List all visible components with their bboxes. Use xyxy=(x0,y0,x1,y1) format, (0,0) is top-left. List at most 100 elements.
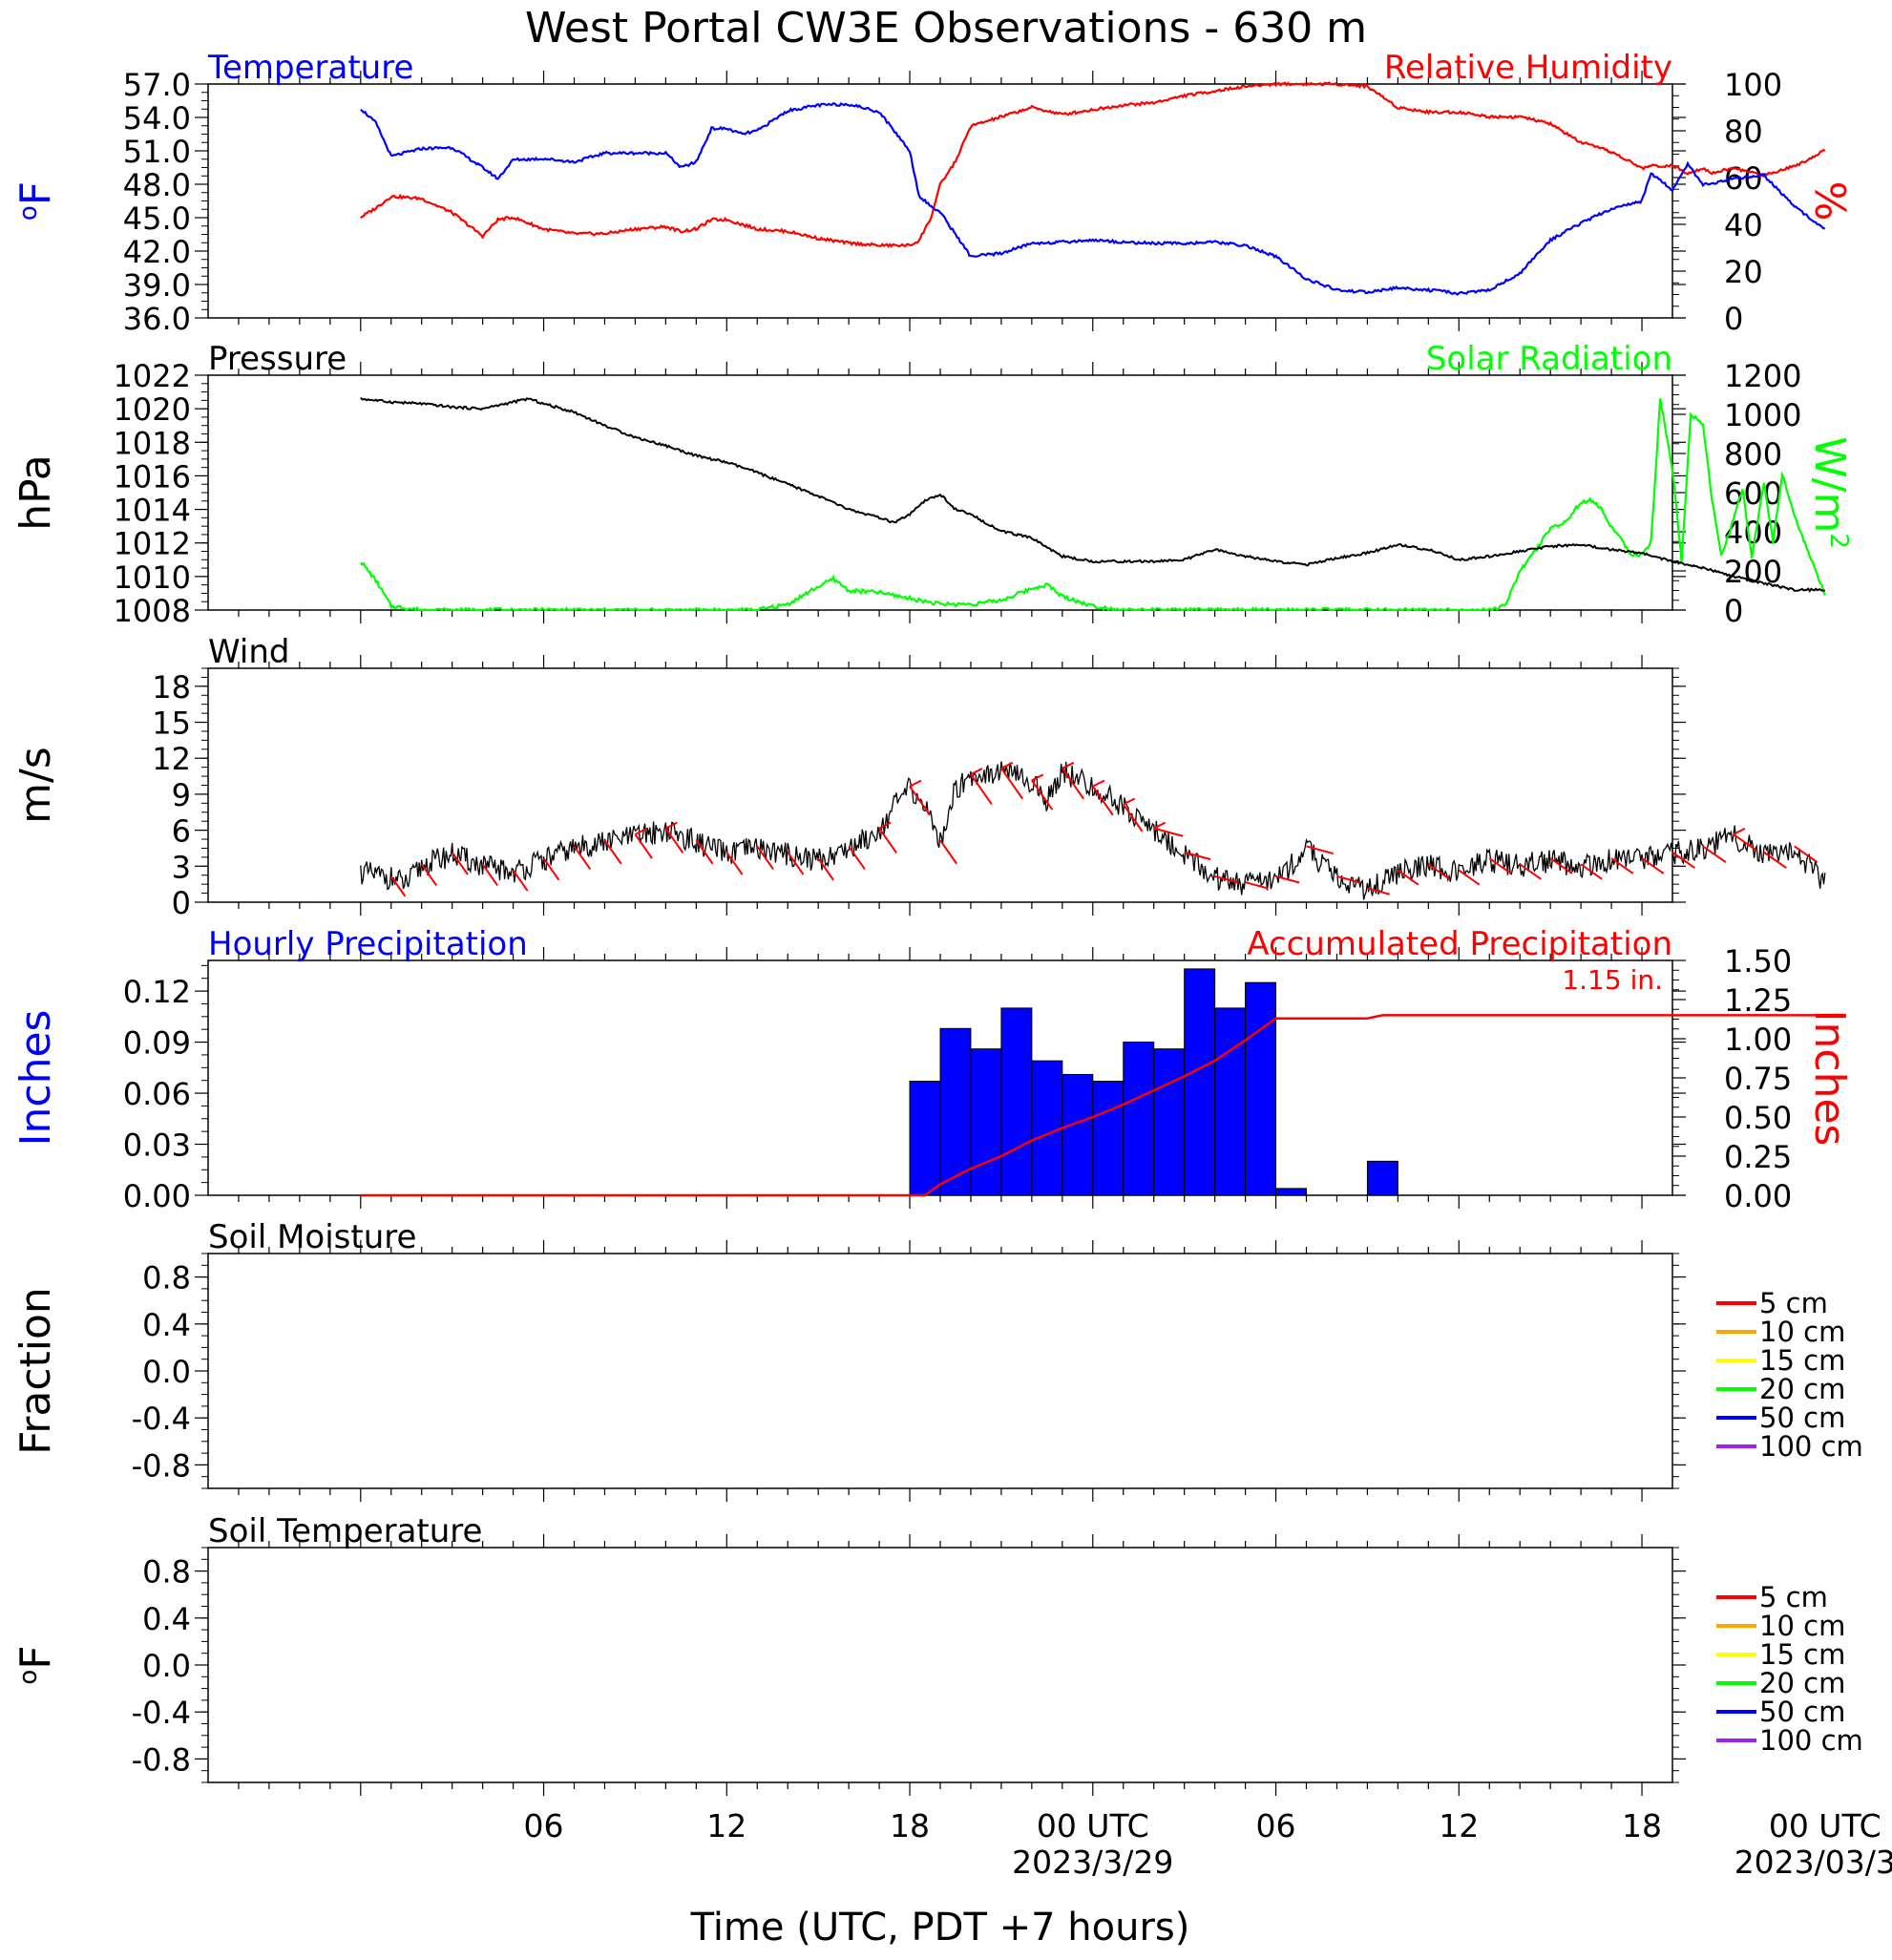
wind-barb xyxy=(603,839,622,865)
hourly-precip-bar xyxy=(1031,1060,1063,1196)
legend-label: 10 cm xyxy=(1759,1610,1845,1642)
y-tick-label: -0.4 xyxy=(132,1401,191,1437)
y-tick-label: 57.0 xyxy=(123,67,191,103)
wind-barb xyxy=(787,852,805,875)
y-tick-label: 18 xyxy=(152,669,191,706)
x-tick-label: 00 UTC xyxy=(1037,1807,1149,1844)
wind-barb xyxy=(1458,869,1481,886)
y-right-tick-label: 0.50 xyxy=(1724,1100,1792,1136)
solar-radiation-series-line xyxy=(359,398,1826,612)
hourly-precip-bar xyxy=(1000,1007,1033,1196)
wind-barb xyxy=(1763,851,1787,869)
y-axis-label-right: % xyxy=(1805,181,1854,221)
y-tick-label: 1010 xyxy=(114,559,191,596)
y-tick-label: 1022 xyxy=(114,358,191,394)
legend-label: 100 cm xyxy=(1759,1724,1863,1757)
y-tick-label: 0.00 xyxy=(123,1178,191,1214)
wind-barb xyxy=(1062,768,1085,800)
temperature-series-line xyxy=(360,101,1825,296)
y-right-tick-label: 200 xyxy=(1724,554,1782,590)
y-right-tick-label: 0.00 xyxy=(1724,1178,1792,1214)
y-axis-label-left: hPa xyxy=(11,454,60,530)
y-axis-label-left: m/s xyxy=(11,747,60,824)
y-tick-label: 39.0 xyxy=(123,267,191,304)
x-tick-label: 06 xyxy=(1256,1807,1296,1844)
wind-barb-flag xyxy=(1092,779,1105,788)
y-tick-label: -0.8 xyxy=(132,1741,191,1778)
y-right-tick-label: 600 xyxy=(1724,475,1782,512)
wind-speed-series-line xyxy=(360,761,1826,900)
y-right-tick-label: 1200 xyxy=(1724,358,1801,394)
x-tick-date-label: 2023/03/30 xyxy=(1734,1844,1892,1881)
y-tick-label: 1008 xyxy=(114,593,191,629)
wind-barb xyxy=(1610,857,1634,875)
wind-barb xyxy=(664,828,684,854)
wind-barb xyxy=(695,839,714,865)
wind-barb xyxy=(1153,827,1184,837)
y-axis-label-left: oF xyxy=(11,181,60,221)
panel-precipitation: 0.12 0.09 0.06 0.03 0.00 1.501.251.000.750.50… xyxy=(11,925,1854,1214)
wind-barb xyxy=(389,875,407,897)
legend-label: 15 cm xyxy=(1759,1344,1845,1377)
x-tick-label: 00 UTC xyxy=(1769,1807,1881,1844)
wind-barb xyxy=(1519,863,1542,880)
y-tick-label: 0.09 xyxy=(123,1025,191,1062)
y-right-tick-label: 800 xyxy=(1724,436,1782,473)
y-axis-label-left: Inches xyxy=(11,1010,60,1147)
legend-label: 5 cm xyxy=(1759,1581,1828,1613)
wind-barb xyxy=(1184,851,1211,861)
wind-barb xyxy=(1641,857,1665,875)
wind-barb xyxy=(878,828,897,854)
hourly-precip-bar xyxy=(909,1081,941,1196)
panel-temperature-humidity: 57.054.051.048.045.042.039.036.010080604… xyxy=(11,49,1854,337)
humidity-series-line xyxy=(360,81,1826,248)
panel-title-left: Wind xyxy=(208,633,289,671)
wind-barb xyxy=(512,870,529,892)
wind-barb xyxy=(481,863,498,886)
legend-label: 20 cm xyxy=(1759,1373,1845,1405)
wind-barb xyxy=(817,857,834,881)
wind-barb xyxy=(1733,833,1758,853)
wind-barb-flag xyxy=(1153,821,1167,830)
wind-barb-flag xyxy=(1733,828,1746,835)
legend-label: 10 cm xyxy=(1759,1316,1845,1348)
hourly-precip-bar xyxy=(1275,1188,1307,1196)
plot-frame xyxy=(207,83,1673,319)
y-tick-label: 12 xyxy=(152,741,191,777)
legend-label: 100 cm xyxy=(1759,1430,1863,1463)
wind-barb xyxy=(756,845,774,870)
legend-label: 20 cm xyxy=(1759,1667,1845,1699)
y-right-tick-label: 1.25 xyxy=(1724,982,1792,1019)
panel-title-left: Temperature xyxy=(207,49,413,87)
y-tick-label: 1012 xyxy=(114,526,191,562)
y-axis-label-right: W/m2 xyxy=(1805,436,1854,549)
y-tick-label: 1016 xyxy=(114,458,191,495)
wind-barb xyxy=(1122,803,1144,832)
wind-barb xyxy=(1367,887,1390,896)
y-tick-label: 42.0 xyxy=(123,234,191,270)
x-tick-label: 06 xyxy=(524,1807,564,1844)
panel-title-left: Soil Temperature xyxy=(208,1512,482,1550)
wind-barb-flag xyxy=(1062,761,1075,769)
y-tick-label: 0.4 xyxy=(142,1601,191,1637)
wind-barb xyxy=(1000,768,1024,800)
wind-barb-flag xyxy=(1000,761,1014,769)
wind-barb-flag xyxy=(1123,797,1136,806)
panel-soil-moisture: 0.8 0.4 0.0 -0.4 -0.8 Soil Moisture Fraction 5 … xyxy=(11,1218,1863,1502)
y-tick-label: 0.12 xyxy=(123,974,191,1010)
x-tick-label: 18 xyxy=(1622,1807,1662,1844)
wind-barb xyxy=(1091,786,1114,816)
y-axis-label-right: Inches xyxy=(1805,1010,1854,1147)
wind-barb xyxy=(1427,863,1451,880)
y-right-tick-label: 100 xyxy=(1724,67,1782,103)
y-tick-label: -0.8 xyxy=(132,1447,191,1484)
y-tick-label: 51.0 xyxy=(123,134,191,170)
x-tick-label: 12 xyxy=(706,1807,746,1844)
y-tick-label: 0.0 xyxy=(142,1648,191,1684)
y-tick-label: 6 xyxy=(172,813,191,850)
x-tick-date-label: 2023/3/29 xyxy=(1012,1844,1173,1881)
legend-label: 50 cm xyxy=(1759,1402,1845,1434)
